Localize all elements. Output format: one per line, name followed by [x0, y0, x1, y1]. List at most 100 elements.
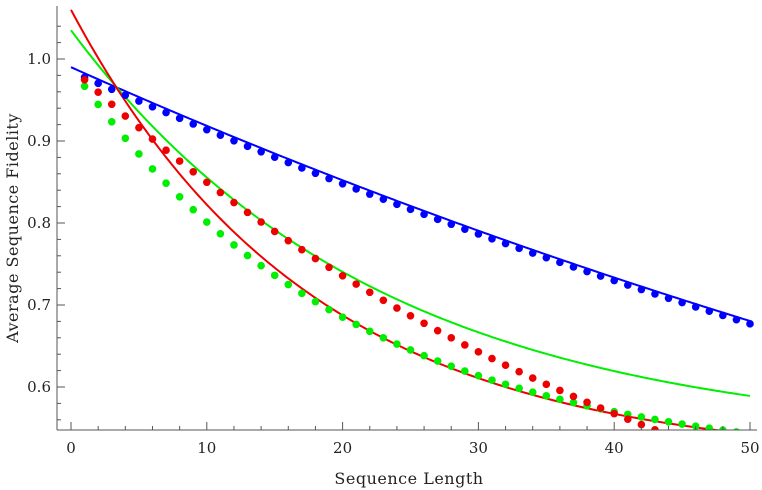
blue-data-point [623, 281, 632, 289]
blue-data-point [461, 225, 469, 233]
green-data-point [488, 376, 496, 384]
red-data-point [135, 123, 143, 132]
x-tick-label: 50 [740, 439, 759, 457]
red-data-point [393, 304, 401, 312]
red-data-point [352, 280, 360, 288]
red-data-point [311, 254, 320, 263]
red-data-point [556, 386, 564, 395]
y-tick-label: 0.8 [27, 214, 51, 232]
red-data-point [325, 263, 333, 272]
green-data-point [189, 205, 198, 214]
red-data-point [420, 319, 428, 328]
green-data-point [447, 362, 456, 370]
red-data-point [692, 441, 700, 449]
blue-data-point [121, 91, 130, 99]
blue-data-point [583, 267, 591, 276]
red-data-point [705, 446, 713, 454]
blue-data-point [107, 85, 116, 94]
red-data-point [596, 404, 605, 412]
red-data-point [338, 271, 347, 280]
y-tick-label: 0.9 [27, 132, 51, 150]
green-data-point [284, 280, 293, 289]
blue-data-point [325, 174, 333, 183]
blue-data-point [175, 114, 184, 123]
red-data-point [189, 167, 198, 176]
x-tick-label: 30 [469, 439, 488, 457]
x-axis-title: Sequence Length [334, 469, 483, 488]
green-data-point [379, 334, 388, 342]
red-data-point [203, 178, 211, 187]
blue-data-point [501, 239, 510, 248]
green-data-point [311, 297, 320, 306]
green-data-point [528, 388, 537, 396]
red-data-point [542, 380, 551, 389]
blue-data-point [379, 195, 388, 204]
blue-data-point [135, 97, 143, 105]
blue-data-point [447, 220, 456, 229]
green-data-point [338, 313, 347, 321]
blue-data-point [705, 307, 714, 315]
blue-data-point [230, 137, 238, 145]
green-data-point [637, 413, 646, 421]
red-data-point [379, 296, 388, 305]
green-data-point [733, 428, 740, 430]
blue-data-point [515, 244, 523, 253]
red-data-point [719, 451, 727, 459]
blue-data-point [148, 103, 157, 111]
red-data-point [230, 198, 238, 207]
green-data-point [393, 340, 401, 348]
green-data-point [474, 371, 483, 380]
blue-data-point [637, 285, 646, 294]
red-data-point [515, 367, 523, 376]
blue-data-point [678, 298, 686, 307]
red-data-point [298, 245, 306, 254]
green-fit-curve [70, 29, 751, 397]
blue-data-point [243, 142, 252, 151]
blue-data-point [393, 200, 401, 209]
green-data-point [569, 398, 578, 407]
blue-data-point [610, 276, 618, 285]
red-data-point [733, 456, 741, 464]
red-data-point [257, 218, 265, 226]
green-data-point [420, 351, 428, 360]
green-data-point [94, 100, 102, 109]
x-tick-label: 20 [333, 439, 352, 457]
red-data-point [583, 398, 591, 407]
green-data-point [406, 346, 415, 354]
green-data-point [257, 261, 265, 270]
green-data-point [107, 117, 116, 126]
red-data-point [121, 112, 130, 120]
blue-data-point [284, 158, 293, 167]
red-data-point [433, 326, 442, 335]
x-tick-label: 10 [197, 439, 216, 457]
red-data-point [148, 135, 157, 143]
red-data-point [637, 420, 646, 429]
green-data-point [542, 392, 551, 400]
red-data-point [216, 188, 225, 197]
blue-data-point [94, 79, 102, 88]
green-data-point [203, 218, 211, 226]
blue-data-point [338, 179, 347, 188]
blue-data-point [528, 249, 537, 257]
red-data-point [406, 311, 415, 320]
green-data-point [135, 150, 143, 158]
y-axis-title: Average Sequence Fidelity [3, 113, 22, 344]
red-data-point [447, 334, 456, 342]
red-data-point [678, 436, 686, 444]
blue-data-point [542, 253, 551, 262]
blue-data-point [162, 108, 170, 117]
blue-data-point [746, 320, 754, 328]
green-data-point [216, 229, 225, 238]
green-data-point [148, 165, 157, 173]
red-data-point [623, 415, 632, 423]
red-data-point [665, 431, 673, 439]
blue-data-point [433, 215, 442, 224]
red-data-point [107, 100, 116, 109]
y-tick-label: 1.0 [27, 50, 51, 68]
green-data-point [678, 420, 686, 428]
blue-data-point [270, 153, 279, 162]
red-data-point [501, 361, 510, 370]
green-data-point [556, 395, 564, 404]
blue-data-point [420, 210, 428, 219]
blue-data-point [189, 120, 198, 128]
